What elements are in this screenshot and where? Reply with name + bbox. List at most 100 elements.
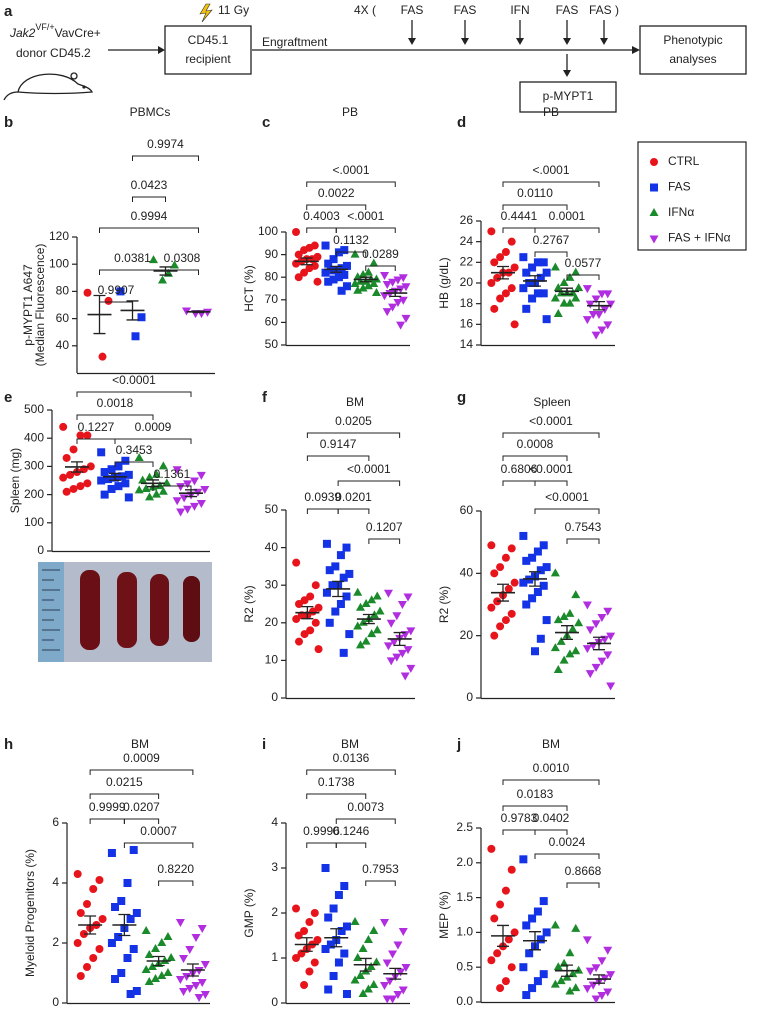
assay-box xyxy=(519,81,617,113)
y-tick-label: 0 xyxy=(52,995,59,1009)
dot xyxy=(594,311,604,319)
significance-bracket xyxy=(152,485,192,491)
dot xyxy=(533,289,542,298)
legend-frame xyxy=(637,141,747,251)
dot xyxy=(89,954,98,962)
dot xyxy=(386,657,396,666)
dot xyxy=(597,613,607,622)
significance-bracket xyxy=(335,818,396,824)
dot xyxy=(79,930,88,938)
dot xyxy=(114,462,123,471)
dot xyxy=(487,227,496,236)
arrowhead xyxy=(158,46,165,54)
dot xyxy=(507,963,516,972)
recipient-box xyxy=(164,25,252,75)
y-tick-label: 40 xyxy=(56,338,70,352)
dot xyxy=(487,956,496,965)
significance-bracket xyxy=(337,480,401,486)
y-tick-label: 1.0 xyxy=(456,925,473,939)
dot xyxy=(582,285,592,294)
dot xyxy=(519,963,528,972)
dot xyxy=(367,629,377,638)
dot xyxy=(401,964,411,972)
significance-bracket xyxy=(132,196,166,202)
dot xyxy=(200,961,210,969)
dot xyxy=(388,950,398,959)
dot xyxy=(141,926,151,934)
y-tick-label: 4 xyxy=(271,815,278,829)
p-value: 0.0423 xyxy=(131,178,168,192)
dot xyxy=(533,258,542,267)
dot xyxy=(326,266,335,275)
dot xyxy=(539,897,548,906)
dot xyxy=(522,921,531,930)
dot xyxy=(571,646,581,655)
significance-bracket xyxy=(99,301,133,307)
dot xyxy=(350,917,360,925)
p-value: 0.2767 xyxy=(533,233,570,247)
dot xyxy=(107,465,116,474)
arrowhead xyxy=(632,46,640,54)
dot xyxy=(342,922,351,931)
dot xyxy=(380,982,390,990)
dot xyxy=(591,964,601,973)
p-value: 0.0018 xyxy=(97,396,134,410)
p-value: 0.0136 xyxy=(333,751,370,765)
dot xyxy=(571,983,581,992)
y-tick-label: 100 xyxy=(24,515,44,529)
sem-bar xyxy=(561,964,573,977)
p-value: 0.0024 xyxy=(549,835,586,849)
significance-bracket xyxy=(566,274,600,280)
dot xyxy=(76,431,85,440)
dot xyxy=(310,958,319,967)
dot xyxy=(522,304,531,313)
dot xyxy=(294,273,303,282)
panel-letter: c xyxy=(262,114,270,131)
dot xyxy=(574,283,584,292)
dot xyxy=(487,541,496,550)
dot xyxy=(533,977,542,986)
legend-label[interactable]: FAS + IFNα xyxy=(668,231,731,245)
dot xyxy=(342,282,351,291)
significance-bracket xyxy=(306,769,396,775)
dot xyxy=(389,638,399,647)
p-value: 0.8220 xyxy=(157,862,194,876)
legend-label[interactable]: CTRL xyxy=(668,154,700,168)
dot xyxy=(582,601,592,610)
dot xyxy=(350,249,360,258)
dot xyxy=(358,944,368,952)
p-value: <0.0001 xyxy=(529,414,573,428)
p-value: 0.0381 xyxy=(114,251,151,265)
dot xyxy=(603,651,613,660)
panel-title: BM xyxy=(542,737,560,751)
sem-bar xyxy=(192,310,205,314)
dot xyxy=(393,941,403,950)
dot xyxy=(172,497,182,506)
dot xyxy=(132,987,141,995)
dot xyxy=(197,925,207,933)
dot xyxy=(372,591,382,600)
dot xyxy=(340,246,349,255)
legend-label[interactable]: IFNα xyxy=(668,205,694,219)
significance-bracket xyxy=(306,432,401,438)
dot xyxy=(597,957,607,966)
p-value: 0.7543 xyxy=(565,520,602,534)
legend-label[interactable]: FAS xyxy=(668,180,691,194)
significance-bracket xyxy=(365,880,396,886)
dot xyxy=(519,578,528,587)
p-value: 0.1738 xyxy=(318,775,355,789)
dot xyxy=(294,931,303,940)
sem-bar xyxy=(301,605,314,620)
dot xyxy=(585,967,595,976)
dot xyxy=(353,587,363,596)
dot xyxy=(553,615,563,624)
assay-text: p-MYPT1 xyxy=(543,89,594,103)
dot xyxy=(519,855,528,864)
dot xyxy=(137,313,146,322)
y-tick-label: 50 xyxy=(265,337,279,351)
significance-bracket xyxy=(534,829,568,835)
p-value: 0.7953 xyxy=(362,862,399,876)
dot xyxy=(59,473,68,482)
dot xyxy=(501,553,510,562)
